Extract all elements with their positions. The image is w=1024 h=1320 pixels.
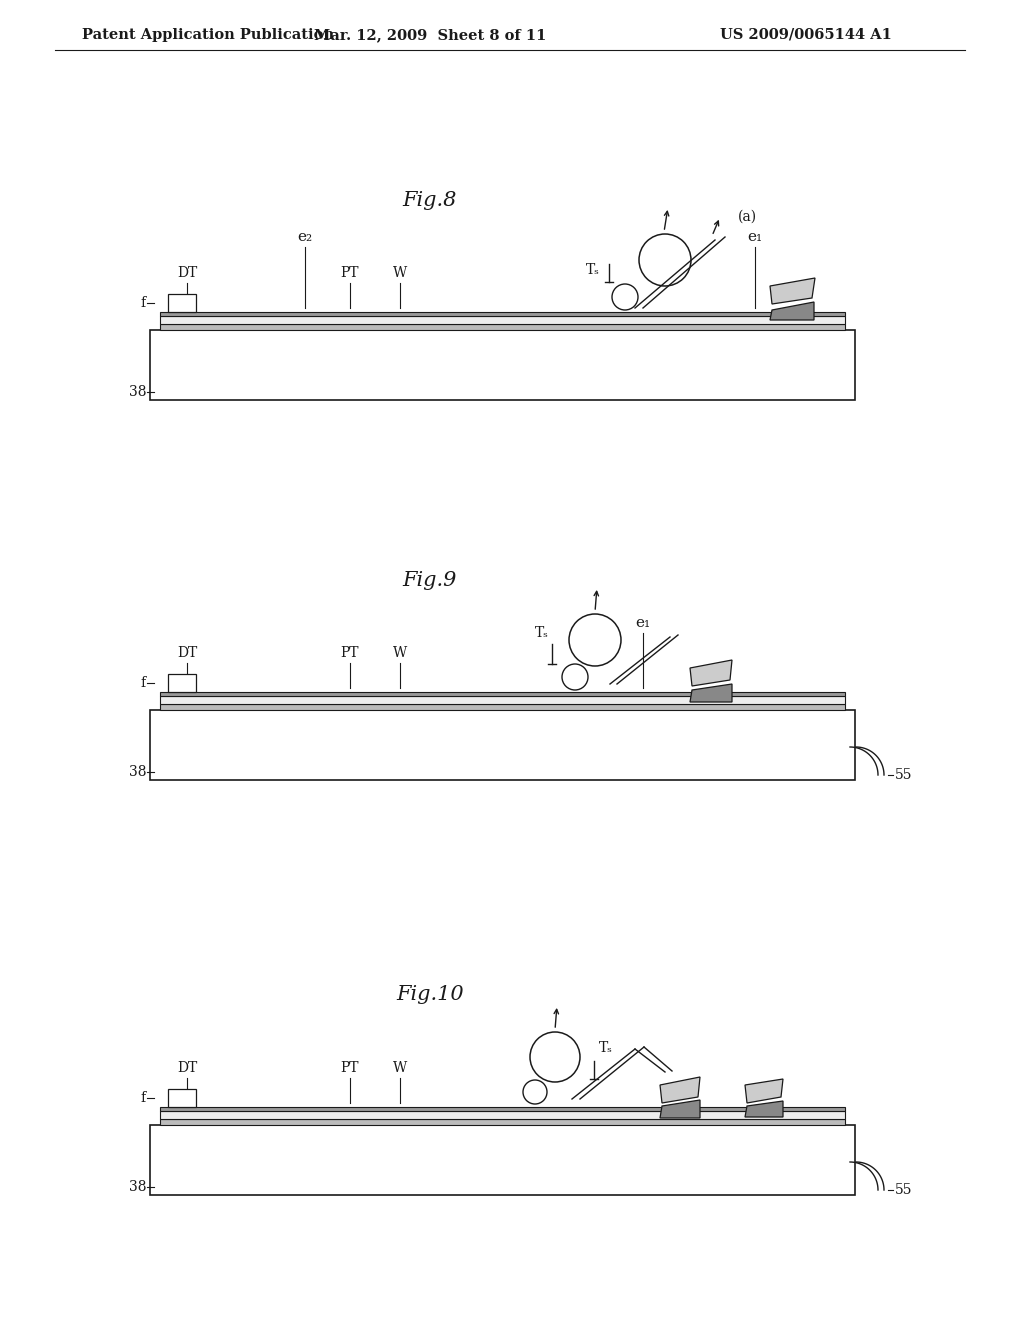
Text: W: W — [393, 267, 408, 280]
Polygon shape — [660, 1077, 700, 1104]
Text: DT: DT — [177, 645, 198, 660]
Text: PT: PT — [341, 645, 359, 660]
Text: 38: 38 — [128, 1180, 146, 1195]
Circle shape — [639, 234, 691, 286]
Bar — [160, 1111, 845, 1119]
Bar — [160, 696, 845, 704]
Text: Tₛ: Tₛ — [586, 263, 600, 277]
Bar — [160, 1119, 845, 1125]
Text: DT: DT — [177, 267, 198, 280]
Text: f: f — [141, 296, 146, 310]
Text: Tₛ: Tₛ — [599, 1041, 613, 1055]
Circle shape — [612, 284, 638, 310]
Text: Fig.10: Fig.10 — [396, 986, 464, 1005]
Polygon shape — [660, 1100, 700, 1118]
Text: PT: PT — [341, 267, 359, 280]
Text: 55: 55 — [895, 1183, 912, 1197]
Text: 50: 50 — [659, 251, 677, 265]
Text: f: f — [141, 1092, 146, 1105]
Bar — [168, 294, 196, 312]
Polygon shape — [745, 1101, 783, 1117]
Bar — [150, 1125, 855, 1195]
Bar — [150, 710, 855, 780]
Text: 50: 50 — [585, 631, 602, 645]
Bar — [168, 1089, 196, 1107]
Polygon shape — [770, 279, 815, 304]
Text: 38: 38 — [128, 766, 146, 779]
Text: 50: 50 — [544, 1048, 562, 1063]
Text: Patent Application Publication: Patent Application Publication — [82, 28, 334, 42]
Text: Tₛ: Tₛ — [536, 626, 549, 640]
Text: 38: 38 — [128, 385, 146, 399]
Text: e₂: e₂ — [297, 230, 312, 244]
Text: Fig.8: Fig.8 — [402, 190, 457, 210]
Polygon shape — [770, 302, 814, 319]
Text: W: W — [393, 1061, 408, 1074]
Polygon shape — [690, 660, 732, 686]
Text: PT: PT — [341, 1061, 359, 1074]
Bar — [160, 315, 845, 323]
Text: e₁: e₁ — [636, 616, 650, 630]
Bar — [160, 312, 845, 315]
Polygon shape — [690, 684, 732, 702]
Bar — [160, 704, 845, 710]
Text: f: f — [141, 676, 146, 690]
Bar — [168, 675, 196, 692]
Circle shape — [530, 1032, 580, 1082]
Text: e₁: e₁ — [748, 230, 763, 244]
Text: US 2009/0065144 A1: US 2009/0065144 A1 — [720, 28, 892, 42]
Polygon shape — [745, 1078, 783, 1104]
Text: 55: 55 — [895, 768, 912, 781]
Text: W: W — [393, 645, 408, 660]
Circle shape — [569, 614, 621, 667]
Bar — [160, 323, 845, 330]
Text: DT: DT — [177, 1061, 198, 1074]
Text: Mar. 12, 2009  Sheet 8 of 11: Mar. 12, 2009 Sheet 8 of 11 — [313, 28, 546, 42]
Bar — [150, 330, 855, 400]
Circle shape — [523, 1080, 547, 1104]
Bar — [160, 1107, 845, 1111]
Bar — [160, 692, 845, 696]
Circle shape — [562, 664, 588, 690]
Text: Fig.9: Fig.9 — [402, 570, 457, 590]
Text: (a): (a) — [737, 210, 757, 224]
